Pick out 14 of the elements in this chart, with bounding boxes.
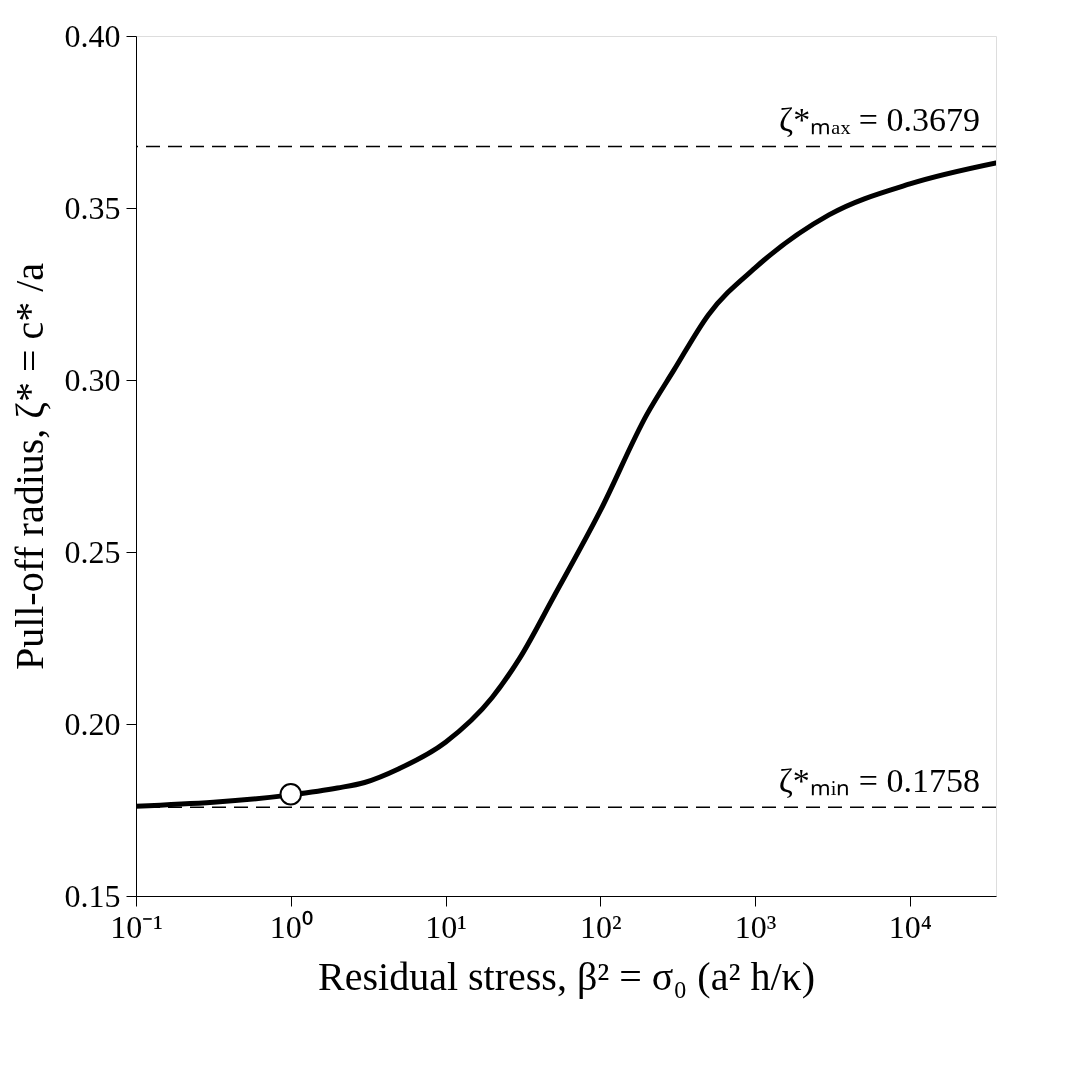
x-tick-label: 10² — [580, 908, 622, 945]
y-tick-label: 0.35 — [64, 189, 121, 226]
x-axis-title: Residual stress, β² = σ₀ (a² h/κ) — [318, 953, 815, 999]
x-tick-label: 10¹ — [425, 908, 467, 945]
x-tick-label: 10⁰ — [269, 908, 313, 945]
y-tick-label: 0.25 — [64, 533, 121, 570]
x-tick-label: 10⁴ — [888, 908, 932, 945]
ref-line-label: ζ*ₘₐₓ = 0.3679 — [779, 101, 980, 139]
y-axis-title: Pull-off radius, ζ* = c* /a — [6, 262, 52, 671]
x-tick-label: 10³ — [734, 908, 777, 945]
y-tick-label: 0.30 — [64, 361, 121, 398]
y-tick-label: 0.40 — [64, 17, 121, 54]
y-tick-label: 0.20 — [64, 705, 121, 742]
ref-line-label: ζ*ₘᵢₙ = 0.1758 — [778, 762, 980, 800]
